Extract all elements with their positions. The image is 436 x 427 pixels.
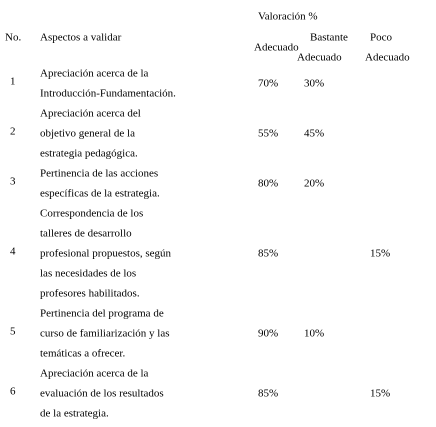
- row-number: 5: [10, 326, 16, 338]
- aspect-text: de la estrategia.: [40, 408, 109, 420]
- aspect-text: Apreciación acerca de la: [40, 68, 149, 80]
- aspect-text: las necesidades de los: [40, 268, 136, 280]
- header-poco: Poco: [370, 32, 393, 44]
- group-header: Valoración %: [258, 11, 318, 23]
- cell-adecuado: 55%: [258, 128, 278, 140]
- header-adecuado: Adecuado: [254, 42, 299, 54]
- aspect-text: profesional propuestos, según: [40, 248, 172, 260]
- aspect-text: temáticas a ofrecer.: [40, 348, 125, 360]
- header-no: No.: [5, 32, 21, 44]
- header-bastante: Adecuado: [297, 52, 342, 64]
- cell-bastante: 45%: [304, 128, 324, 140]
- row-number: 6: [10, 386, 16, 398]
- header-aspect: Aspectos a validar: [40, 32, 122, 44]
- aspect-text: Pertinencia del programa de: [40, 308, 164, 320]
- cell-poco: 15%: [370, 248, 390, 260]
- aspect-text: Apreciación acerca del: [40, 108, 141, 120]
- aspect-text: específicas de la estrategia.: [40, 188, 160, 200]
- aspect-text: evaluación de los resultados: [40, 388, 164, 400]
- cell-poco: 15%: [370, 388, 390, 400]
- cell-bastante: 10%: [304, 328, 324, 340]
- header-bastante: Bastante: [310, 32, 348, 44]
- aspect-text: curso de familiarización y las: [40, 328, 170, 340]
- cell-adecuado: 80%: [258, 178, 278, 190]
- row-number: 3: [10, 176, 16, 188]
- aspect-text: profesores habilitados.: [40, 288, 140, 300]
- cell-bastante: 20%: [304, 178, 324, 190]
- cell-adecuado: 70%: [258, 78, 278, 90]
- cell-bastante: 30%: [304, 78, 324, 90]
- row-number: 2: [10, 126, 16, 138]
- aspect-text: Introducción-Fundamentación.: [40, 88, 176, 100]
- row-number: 1: [10, 76, 16, 88]
- aspect-text: estrategia pedagógica.: [40, 148, 138, 160]
- row-number: 4: [10, 246, 16, 258]
- aspect-text: Apreciación acerca de la: [40, 368, 149, 380]
- aspect-text: objetivo general de la: [40, 128, 135, 140]
- header-poco: Adecuado: [365, 52, 410, 64]
- cell-adecuado: 85%: [258, 248, 278, 260]
- aspect-text: Correspondencia de los: [40, 208, 143, 220]
- cell-adecuado: 85%: [258, 388, 278, 400]
- aspect-text: Pertinencia de las acciones: [40, 168, 158, 180]
- aspect-text: talleres de desarrollo: [40, 228, 132, 240]
- cell-adecuado: 90%: [258, 328, 278, 340]
